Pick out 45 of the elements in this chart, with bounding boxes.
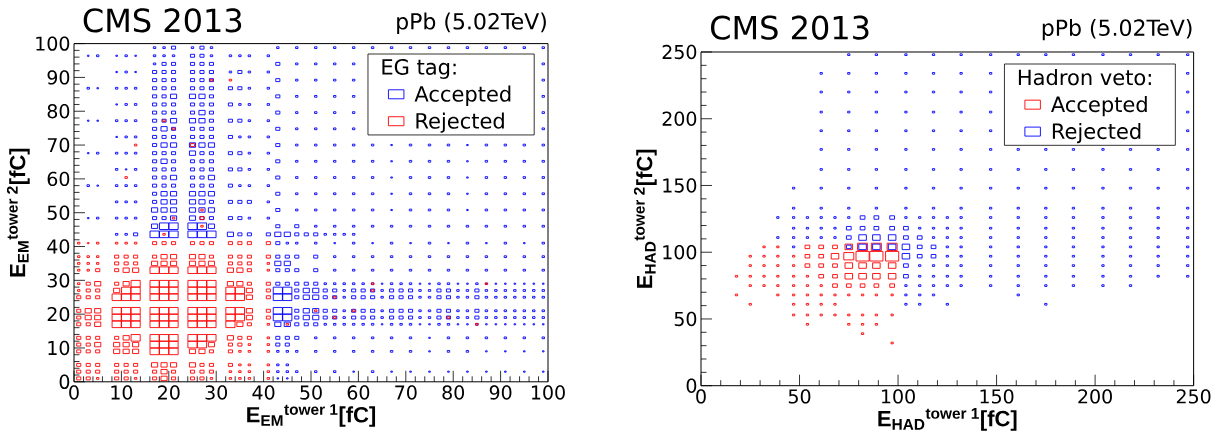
y-tick-label: 100	[36, 36, 70, 51]
x-tick-label: 40	[252, 385, 275, 400]
x-tick-label: 30	[205, 385, 228, 400]
y-tick-label: 40	[47, 239, 70, 254]
y-tick-label: 50	[47, 205, 70, 220]
x-tick-label: 250	[1176, 389, 1211, 404]
chart-subtitle: pPb (5.02TeV)	[1042, 18, 1192, 41]
y-axis-title: E$_{EM}$$^{tower 2}$[fC]	[6, 148, 30, 277]
x-tick-label: 50	[300, 385, 322, 400]
y-tick-label: 80	[47, 104, 70, 119]
x-tick-label: 10	[111, 385, 133, 400]
x-axis-title: E$_{EM}$$^{tower 1}$[fC]	[247, 404, 376, 427]
y-axis-title: E$_{HAD}$$^{tower 2}$[fC]	[633, 149, 657, 288]
x-tick-label: 70	[395, 385, 417, 400]
y-tick-label: 30	[47, 273, 70, 288]
x-tick-label: 50	[788, 389, 811, 404]
x-tick-label: 90	[489, 385, 512, 400]
x-tick-label: 100	[882, 389, 915, 404]
y-tick-label: 20	[47, 306, 70, 322]
y-tick-label: 10	[48, 340, 70, 356]
x-tick-label: 60	[347, 385, 370, 400]
legend-title: Hadron veto:	[1018, 69, 1151, 86]
y-tick-label: 60	[47, 171, 70, 187]
y-tick-label: 200	[662, 111, 697, 126]
x-axis-title: E$_{HAD}$$^{tower 1}$[fC]	[878, 408, 1017, 431]
y-tick-label: 70	[47, 137, 70, 153]
y-tick-label: 150	[663, 178, 697, 193]
legend-label: Accepted	[414, 85, 511, 106]
chart-subtitle: pPb (5.02TeV)	[397, 12, 546, 34]
x-tick-label: 150	[980, 389, 1014, 404]
y-tick-label: 50	[674, 311, 697, 327]
legend-label: Rejected	[416, 112, 504, 133]
x-tick-label: 80	[442, 385, 465, 400]
chart-title: CMS 2013	[83, 8, 242, 33]
legend-label: Rejected	[1052, 122, 1141, 144]
x-tick-label: 100	[531, 385, 565, 400]
y-tick-label: 90	[47, 70, 70, 85]
legend-label: Accepted	[1051, 95, 1147, 117]
x-tick-label: 20	[158, 385, 180, 400]
y-tick-label: 100	[663, 245, 697, 260]
x-tick-label: 200	[1078, 389, 1112, 404]
y-tick-label: 0	[59, 374, 70, 389]
chart-title: CMS 2013	[710, 15, 869, 40]
y-tick-label: 250	[662, 44, 697, 60]
legend-title: EG tag:	[382, 58, 456, 79]
